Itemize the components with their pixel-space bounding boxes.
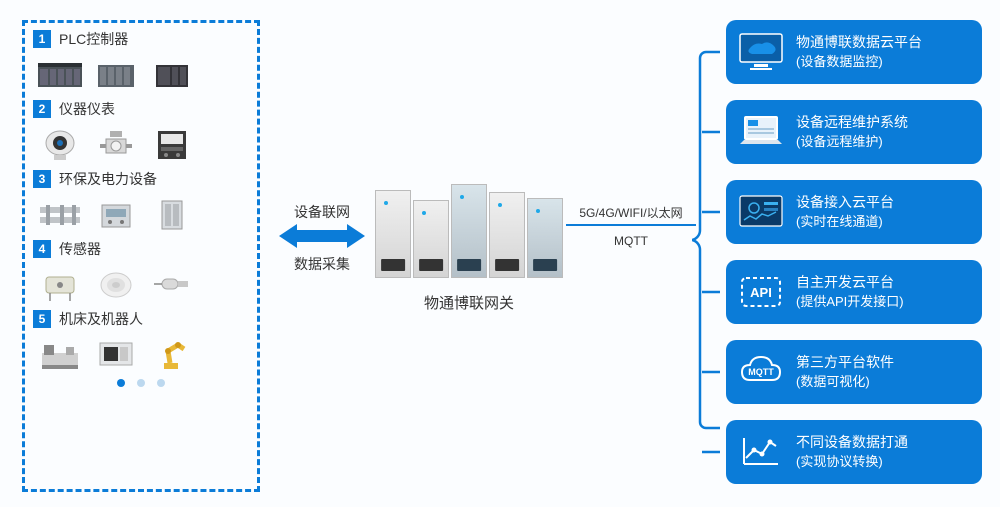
svg-text:MQTT: MQTT [748, 367, 774, 377]
plc-device-icon [91, 53, 141, 95]
gateway-label: 物通博联网关 [370, 292, 568, 313]
meter-device-icon [147, 123, 197, 165]
card-sub: (设备数据监控) [796, 53, 922, 71]
card-mqtt: MQTT 第三方平台软件(数据可视化) [726, 340, 982, 404]
monitor-icon [734, 28, 788, 76]
plc-device-icon [35, 53, 85, 95]
lathe-device-icon [35, 333, 85, 375]
category-power: 3 环保及电力设备 [33, 169, 249, 235]
card-sub: (实现协议转换) [796, 453, 908, 471]
arrow-bottom-label: 数据采集 [277, 254, 367, 274]
card-remote-maintenance: 设备远程维护系统(设备远程维护) [726, 100, 982, 164]
category-num: 4 [33, 240, 51, 258]
api-icon: API [734, 268, 788, 316]
double-arrow-icon [279, 222, 365, 250]
device-categories-panel: 1 PLC控制器 2 仪器仪表 3 环保及电力设备 [22, 20, 260, 492]
connection-line [566, 224, 696, 226]
cnc-device-icon [91, 333, 141, 375]
mqtt-cloud-icon: MQTT [734, 348, 788, 396]
cabinet-device-icon [147, 193, 197, 235]
camera-device-icon [35, 123, 85, 165]
card-cloud-platform: 物通博联数据云平台(设备数据监控) [726, 20, 982, 84]
machine-device-icon [91, 193, 141, 235]
card-title: 自主开发云平台 [796, 273, 904, 293]
category-num: 2 [33, 100, 51, 118]
category-robots: 5 机床及机器人 [33, 309, 249, 375]
laptop-icon [734, 108, 788, 156]
chart-icon [734, 428, 788, 476]
category-num: 3 [33, 170, 51, 188]
bracket-icon [692, 36, 720, 482]
category-title: 传感器 [59, 239, 101, 259]
card-sub: (实时在线通道) [796, 213, 894, 231]
svg-text:API: API [750, 285, 772, 300]
proximity-sensor-icon [147, 263, 197, 305]
card-title: 第三方平台软件 [796, 353, 894, 373]
card-sub: (提供API开发接口) [796, 293, 904, 311]
category-sensors: 4 传感器 [33, 239, 249, 305]
card-title: 物通博联数据云平台 [796, 33, 922, 53]
link-top-label: 5G/4G/WIFI/以太网 [566, 204, 696, 221]
card-title: 不同设备数据打通 [796, 433, 908, 453]
card-sub: (数据可视化) [796, 373, 894, 391]
pager-dots[interactable] [33, 379, 249, 387]
card-protocol-convert: 不同设备数据打通(实现协议转换) [726, 420, 982, 484]
category-title: PLC控制器 [59, 29, 128, 49]
card-api: API 自主开发云平台(提供API开发接口) [726, 260, 982, 324]
smoke-sensor-icon [91, 263, 141, 305]
pipes-device-icon [35, 193, 85, 235]
sensor-box-icon [35, 263, 85, 305]
robot-arm-icon [147, 333, 197, 375]
category-num: 1 [33, 30, 51, 48]
gateway-devices [370, 178, 568, 278]
arrow-top-label: 设备联网 [277, 202, 367, 222]
link-bottom-label: MQTT [566, 234, 696, 248]
valve-device-icon [91, 123, 141, 165]
card-title: 设备接入云平台 [796, 193, 894, 213]
category-plc: 1 PLC控制器 [33, 29, 249, 95]
platform-cards-column: 物通博联数据云平台(设备数据监控) 设备远程维护系统(设备远程维护) 设备接入云… [726, 20, 982, 484]
card-title: 设备远程维护系统 [796, 113, 908, 133]
card-sub: (设备远程维护) [796, 133, 908, 151]
plc-device-icon [147, 53, 197, 95]
category-num: 5 [33, 310, 51, 328]
card-access-platform: 设备接入云平台(实时在线通道) [726, 180, 982, 244]
category-title: 环保及电力设备 [59, 169, 157, 189]
dashboard-icon [734, 188, 788, 236]
category-instruments: 2 仪器仪表 [33, 99, 249, 165]
category-title: 仪器仪表 [59, 99, 115, 119]
category-title: 机床及机器人 [59, 309, 143, 329]
